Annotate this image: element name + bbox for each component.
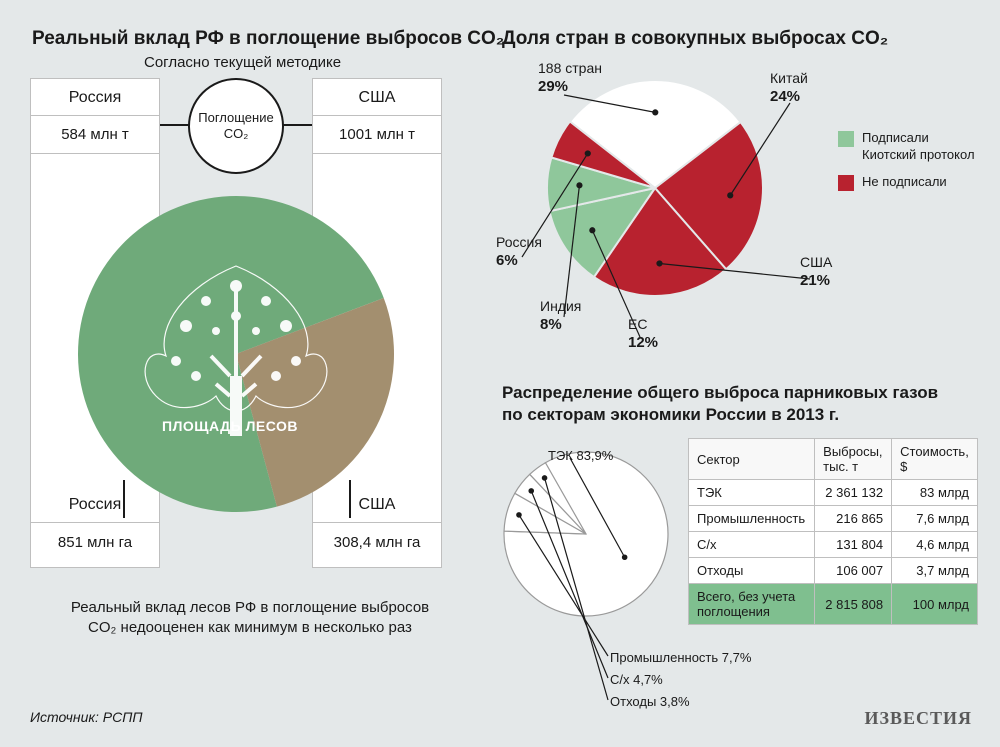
- forest-pie: [78, 196, 394, 512]
- legend-not-signed: Не подписали: [862, 174, 947, 191]
- forest-ru: 851 млн га: [31, 534, 159, 551]
- lbl-china: Китай24%: [770, 70, 808, 106]
- countries-pie: [545, 78, 765, 298]
- table-row: ТЭК2 361 13283 млрд: [689, 480, 978, 506]
- lbl-oth: Отходы 3,8%: [610, 694, 690, 709]
- lead-line: [160, 124, 190, 126]
- table-row: Отходы106 0073,7 млрд: [689, 558, 978, 584]
- sectors-pie: [502, 450, 670, 618]
- lbl-prom: Промышленность 7,7%: [610, 650, 751, 665]
- absorb-label-1: Поглощение: [198, 110, 273, 126]
- title-sectors: Распределение общего выброса парниковых …: [502, 382, 938, 426]
- title-countries: Доля стран в совокупных выбросах CO₂: [502, 28, 888, 50]
- sectors-table: СекторВыбросы, тыс. тСтоимость, $ ТЭК2 3…: [688, 438, 978, 625]
- forest-us: 308,4 млн га: [313, 534, 441, 551]
- swatch-signed: [838, 131, 854, 147]
- lead-line: [123, 480, 125, 518]
- title-left: Реальный вклад РФ в поглощение выбросов …: [32, 28, 504, 50]
- table-total-row: Всего, без учета поглощения2 815 808100 …: [689, 584, 978, 625]
- country-ru: Россия: [31, 79, 159, 116]
- table-row: Промышленность216 8657,6 млрд: [689, 506, 978, 532]
- lbl-sh: С/х 4,7%: [610, 672, 663, 687]
- brand-logo: ИЗВЕСТИЯ: [864, 708, 972, 729]
- lbl-188: 188 стран29%: [538, 60, 602, 96]
- lead-line: [282, 124, 312, 126]
- swatch-not-signed: [838, 175, 854, 191]
- absorb-label-2: CO₂: [224, 126, 249, 142]
- subtitle-left: Согласно текущей методике: [144, 54, 341, 71]
- lbl-russia: Россия6%: [496, 234, 542, 270]
- lbl-india: Индия8%: [540, 298, 581, 334]
- absorb-us: 1001 млн т: [313, 116, 441, 154]
- caption-left: Реальный вклад лесов РФ в поглощение выб…: [60, 598, 440, 639]
- lbl-eu: ЕС12%: [628, 316, 658, 352]
- table-row: С/х131 8044,6 млрд: [689, 532, 978, 558]
- forest-area-label: ПЛОЩАДЬ ЛЕСОВ: [162, 418, 298, 434]
- lbl-tek: ТЭК 83,9%: [548, 448, 613, 463]
- source: Источник: РСПП: [30, 709, 143, 725]
- table-header: Стоимость, $: [892, 439, 978, 480]
- table-header: Выбросы, тыс. т: [815, 439, 892, 480]
- lead-line: [349, 480, 351, 518]
- legend-signed: Подписали Киотский протокол: [862, 130, 982, 164]
- country-us: США: [313, 79, 441, 116]
- table-header: Сектор: [689, 439, 815, 480]
- legend: Подписали Киотский протокол Не подписали: [838, 130, 982, 201]
- lbl-usa: США21%: [800, 254, 832, 290]
- absorption-circle: Поглощение CO₂: [188, 78, 284, 174]
- absorb-ru: 584 млн т: [31, 116, 159, 154]
